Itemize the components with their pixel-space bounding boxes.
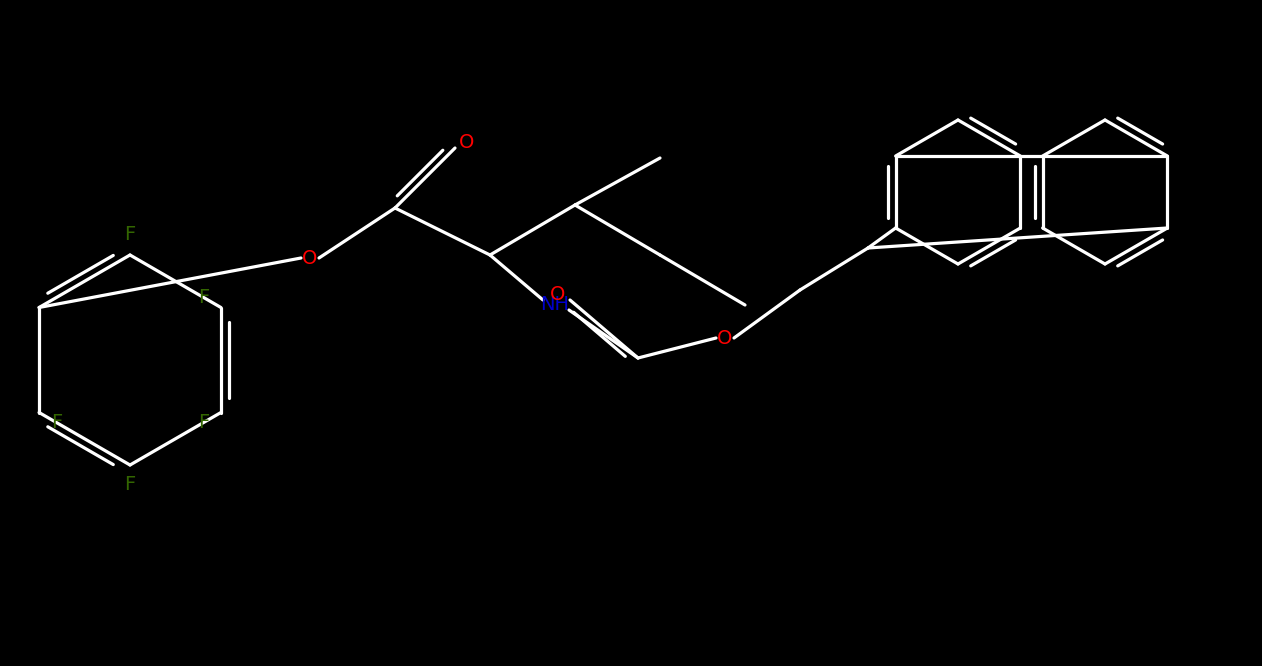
Text: F: F — [198, 288, 209, 307]
Text: F: F — [125, 476, 135, 494]
Text: F: F — [50, 413, 62, 432]
Text: O: O — [550, 286, 565, 304]
Text: F: F — [125, 226, 135, 244]
Text: O: O — [303, 248, 318, 268]
Text: O: O — [459, 133, 475, 153]
Text: NH: NH — [540, 296, 569, 314]
Text: O: O — [717, 328, 733, 348]
Text: F: F — [198, 413, 209, 432]
